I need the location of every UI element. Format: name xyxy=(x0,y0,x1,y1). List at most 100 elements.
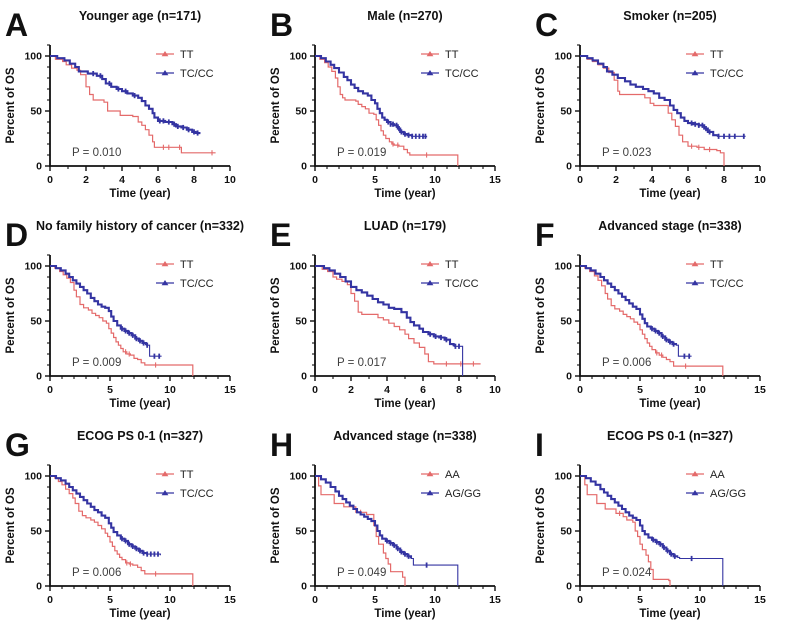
legend-item-tt: TT xyxy=(156,469,194,481)
legend-label: TT xyxy=(445,49,459,61)
survival-curve-ag-gg xyxy=(315,474,413,559)
panel-title: Advanced stage (n=338) xyxy=(333,429,476,443)
panel-title: No family history of cancer (n=332) xyxy=(36,219,244,233)
x-axis-title: Time (year) xyxy=(374,608,435,620)
legend-triangle-marker xyxy=(161,280,169,286)
p-value-label: P = 0.024 xyxy=(602,567,652,579)
legend-triangle-marker xyxy=(691,70,699,76)
legend-triangle-marker xyxy=(691,490,699,496)
panel-F: F Advanced stage (n=338) 0 5 10 15 0 50 100 Time … xyxy=(530,210,795,420)
panel-letter: E xyxy=(270,217,291,253)
panel-letter: F xyxy=(535,217,555,253)
x-tick-label: 5 xyxy=(637,594,643,606)
y-tick-label: 100 xyxy=(24,471,42,483)
y-tick-label: 50 xyxy=(30,106,42,118)
p-value-label: P = 0.006 xyxy=(72,567,121,579)
x-tick-label: 10 xyxy=(164,594,176,606)
x-tick-label: 2 xyxy=(348,384,354,396)
y-axis-title: Percent of OS xyxy=(535,487,547,563)
legend-triangle-marker xyxy=(161,490,169,496)
panel-letter: D xyxy=(5,217,28,253)
panel-title: ECOG PS 0-1 (n=327) xyxy=(77,429,203,443)
legend-triangle-marker xyxy=(426,51,434,57)
y-axis-title: Percent of OS xyxy=(270,277,282,353)
legend-triangle-marker xyxy=(161,261,169,267)
y-tick-label: 100 xyxy=(24,51,42,63)
x-tick-label: 2 xyxy=(83,174,89,186)
x-tick-label: 10 xyxy=(754,174,766,186)
legend-triangle-marker xyxy=(426,261,434,267)
y-tick-label: 0 xyxy=(566,161,572,173)
y-tick-label: 100 xyxy=(289,51,307,63)
y-tick-label: 100 xyxy=(24,261,42,273)
x-tick-label: 0 xyxy=(47,174,53,186)
y-tick-label: 100 xyxy=(289,261,307,273)
y-tick-label: 100 xyxy=(554,51,572,63)
x-tick-label: 4 xyxy=(649,174,655,186)
legend-label: AG/GG xyxy=(445,488,481,500)
panel-E: E LUAD (n=179) 0 2 4 6 8 10 0 50 100 Time (year) Per… xyxy=(265,210,530,420)
legend-item-ag-gg: AG/GG xyxy=(686,488,746,500)
y-tick-label: 100 xyxy=(289,471,307,483)
survival-curve-tc-cc xyxy=(50,474,148,555)
x-tick-label: 5 xyxy=(637,384,643,396)
x-tick-label: 0 xyxy=(312,594,318,606)
panel-G: G ECOG PS 0-1 (n=327) 0 5 10 15 0 50 100 Time (ye… xyxy=(0,420,265,631)
p-value-label: P = 0.023 xyxy=(602,147,651,159)
x-tick-label: 10 xyxy=(429,174,441,186)
x-tick-label: 10 xyxy=(164,384,176,396)
y-tick-label: 50 xyxy=(30,526,42,538)
legend-item-tc-cc: TC/CC xyxy=(421,278,479,290)
x-axis-title: Time (year) xyxy=(109,398,170,410)
panel-letter: H xyxy=(270,427,293,463)
panel-I-chart: I ECOG PS 0-1 (n=327) 0 5 10 15 0 50 100 Time (ye… xyxy=(535,427,766,620)
p-value-label: P = 0.009 xyxy=(72,357,121,369)
x-tick-label: 0 xyxy=(577,384,583,396)
survival-curve-tt xyxy=(315,265,481,365)
y-tick-label: 50 xyxy=(560,106,572,118)
panel-A: A Younger age (n=171) 0 2 4 6 8 10 0 50 100 Time (y… xyxy=(0,0,265,210)
legend-label: TC/CC xyxy=(180,68,214,80)
y-tick-label: 0 xyxy=(566,581,572,593)
legend-item-tc-cc: TC/CC xyxy=(156,488,214,500)
legend-label: AA xyxy=(710,469,725,481)
legend-label: AG/GG xyxy=(710,488,746,500)
legend-triangle-marker xyxy=(691,261,699,267)
legend-label: TT xyxy=(710,259,724,271)
panel-title: Smoker (n=205) xyxy=(623,9,716,23)
y-tick-label: 0 xyxy=(301,371,307,383)
y-tick-label: 50 xyxy=(560,526,572,538)
survival-curve-ag-gg xyxy=(677,556,724,586)
survival-curve-aa xyxy=(580,475,671,586)
survival-curve-tt xyxy=(50,55,216,154)
legend-triangle-marker xyxy=(426,70,434,76)
legend-item-tt: TT xyxy=(156,259,194,271)
p-value-label: P = 0.006 xyxy=(602,357,651,369)
survival-curve-tc-cc xyxy=(453,345,464,376)
x-axis-title: Time (year) xyxy=(109,608,170,620)
legend-triangle-marker xyxy=(426,280,434,286)
x-tick-label: 0 xyxy=(312,384,318,396)
x-tick-label: 5 xyxy=(372,594,378,606)
y-tick-label: 0 xyxy=(301,581,307,593)
survival-curve-tc-cc xyxy=(315,54,413,137)
y-tick-label: 100 xyxy=(554,261,572,273)
panel-C: C Smoker (n=205) 0 2 4 6 8 10 0 50 100 Time (year) P… xyxy=(530,0,795,210)
y-tick-label: 0 xyxy=(36,581,42,593)
panel-H: H Advanced stage (n=338) 0 5 10 15 0 50 100 Time … xyxy=(265,420,530,631)
y-tick-label: 50 xyxy=(30,316,42,328)
legend-label: TC/CC xyxy=(445,68,479,80)
y-axis-title: Percent of OS xyxy=(5,277,17,353)
panel-B: B Male (n=270) 0 5 10 15 0 50 100 Time (year) Perc… xyxy=(265,0,530,210)
panel-letter: B xyxy=(270,7,293,43)
panel-title: Advanced stage (n=338) xyxy=(598,219,741,233)
x-tick-label: 10 xyxy=(224,174,236,186)
x-tick-label: 0 xyxy=(47,594,53,606)
legend-item-aa: AA xyxy=(686,469,725,481)
x-tick-label: 15 xyxy=(754,594,766,606)
y-tick-label: 0 xyxy=(301,161,307,173)
x-tick-label: 6 xyxy=(420,384,426,396)
panel-I: I ECOG PS 0-1 (n=327) 0 5 10 15 0 50 100 Time (ye… xyxy=(530,420,795,631)
legend-label: TT xyxy=(180,259,194,271)
